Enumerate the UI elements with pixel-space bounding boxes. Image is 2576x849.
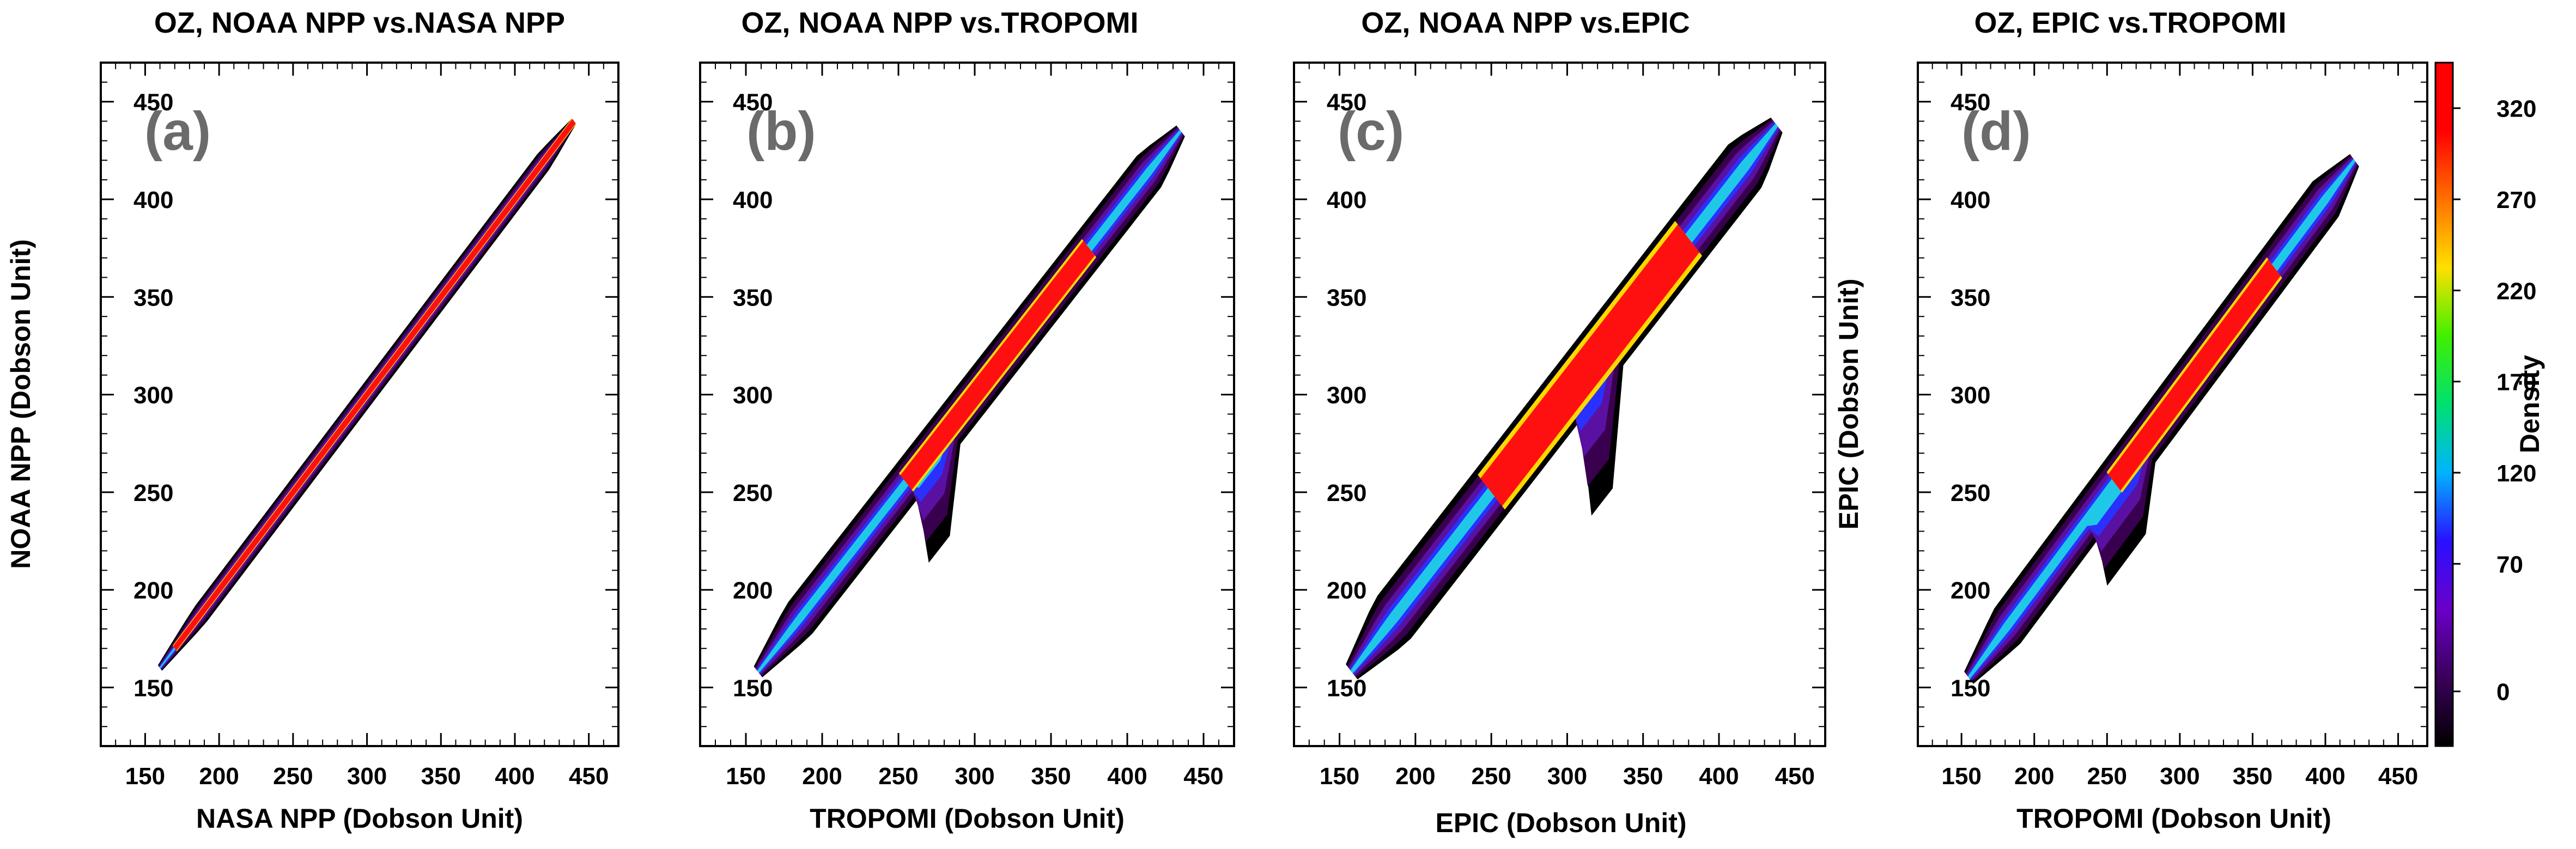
density-core-red [173,119,576,651]
panel-a-label: (a) [144,101,211,162]
y-tick-label: 250 [133,480,173,506]
y-tick-label: 150 [1327,675,1366,701]
y-tick-label: 300 [1951,382,1990,409]
x-tick-label: 200 [2014,763,2054,790]
panel-d-xlabel: TROPOMI (Dobson Unit) [2016,803,2331,834]
colorbar-tick-label: 0 [2496,679,2510,706]
y-tick-label: 350 [133,284,173,311]
panel-a-xlabel: NASA NPP (Dobson Unit) [196,803,523,834]
colorbar-bar [2434,62,2454,747]
x-tick-label: 350 [421,763,461,790]
x-tick-label: 400 [495,763,534,790]
x-tick-label: 450 [1183,763,1223,790]
x-tick-label: 300 [2160,763,2200,790]
x-tick-label: 350 [1623,763,1663,790]
density-core-red [900,241,1095,490]
x-tick-label: 300 [347,763,387,790]
x-tick-label: 250 [2087,763,2127,790]
y-tick-label: 400 [1951,187,1990,213]
x-tick-label: 450 [2378,763,2418,790]
y-tick-label: 350 [1951,284,1990,311]
panel-d-title: OZ, EPIC vs.TROPOMI [1974,7,2286,39]
panel-d-label: (d) [1961,101,2031,162]
y-tick-label: 400 [733,187,773,213]
y-tick-label: 300 [133,382,173,409]
panel-b-marks [754,125,1185,677]
x-tick-label: 350 [1031,763,1071,790]
panel-d: OZ, EPIC vs.TROPOMI 150 200 250 300 350 400 45… [1833,7,2428,834]
y-tick-label: 150 [733,675,773,701]
panel-a-ylabel: NOAA NPP (Dobson Unit) [5,239,36,569]
x-tick-label: 250 [878,763,918,790]
colorbar-tick-label: 270 [2496,187,2536,213]
x-tick-label: 450 [569,763,609,790]
colorbar-tick-label: 320 [2496,96,2536,123]
panel-d-ylabel: EPIC (Dobson Unit) [1833,278,1864,529]
y-tick-label: 450 [1327,89,1366,116]
density-core-red [2108,259,2281,491]
y-tick-label: 450 [733,89,773,116]
panel-b: OZ, NOAA NPP vs.TROPOMI 150 200 250 300 350 4… [699,7,1235,834]
colorbar-tick-label: 170 [2496,369,2536,396]
y-tick-label: 250 [733,480,773,506]
colorbar: 0 70 120 170 220 270 320 Density [2434,62,2545,747]
panel-a-title: OZ, NOAA NPP vs.NASA NPP [154,7,565,39]
x-tick-label: 150 [726,763,765,790]
colorbar-ticks: 0 70 120 170 220 270 320 [2453,96,2536,706]
colorbar-label: Density [2514,355,2545,454]
x-tick-label: 200 [199,763,239,790]
x-tick-label: 400 [2305,763,2345,790]
x-tick-label: 300 [955,763,994,790]
x-tick-label: 350 [2233,763,2273,790]
panel-c-title: OZ, NOAA NPP vs.EPIC [1361,7,1690,39]
panel-b-title: OZ, NOAA NPP vs.TROPOMI [741,7,1138,39]
colorbar-tick-label: 220 [2496,278,2536,304]
panel-c-xlabel: EPIC (Dobson Unit) [1435,808,1686,838]
x-tick-label: 150 [1320,763,1359,790]
density-core-red [1480,224,1700,506]
y-tick-label: 450 [133,89,173,116]
y-tick-label: 200 [733,577,773,604]
y-tick-label: 200 [133,577,173,604]
x-tick-label: 150 [1941,763,1981,790]
y-tick-label: 150 [133,675,173,701]
x-tick-label: 400 [1699,763,1739,790]
x-tick-label: 200 [1395,763,1435,790]
colorbar-tick-label: 120 [2496,460,2536,487]
y-tick-label: 350 [1327,284,1366,311]
panel-b-xlabel: TROPOMI (Dobson Unit) [810,803,1125,834]
y-tick-label: 350 [733,284,773,311]
panel-a: OZ, NOAA NPP vs.NASA NPP 150 200 250 300 350… [5,7,619,834]
y-tick-label: 300 [1327,382,1366,409]
panel-b-ticks: 150 200 250 300 350 400 450 150 200 250 300 350 400 4… [700,63,1234,790]
y-tick-label: 200 [1951,577,1990,604]
x-tick-label: 200 [802,763,842,790]
x-tick-label: 250 [273,763,313,790]
y-tick-label: 400 [1327,187,1366,213]
x-tick-label: 250 [1471,763,1511,790]
panel-a-ticks: 150 200 250 300 350 400 450 150 200 250 300 350 400 4… [101,63,618,790]
panel-a-marks [157,118,576,671]
x-tick-label: 400 [1107,763,1147,790]
panel-d-ticks: 150 200 250 300 350 400 450 150 200 250 300 350 400 4… [1918,63,2427,790]
panel-c-ticks: 150 200 250 300 350 400 450 150 200 250 300 350 400 4… [1294,63,1825,790]
x-tick-label: 300 [1547,763,1587,790]
panel-c-label: (c) [1338,101,1404,162]
y-tick-label: 400 [133,187,173,213]
panel-b-label: (b) [746,101,816,162]
y-tick-label: 150 [1951,675,1990,701]
panel-d-marks [1964,154,2359,684]
y-tick-label: 200 [1327,577,1366,604]
panel-c-marks [1346,117,1783,680]
y-tick-label: 450 [1951,89,1990,116]
x-tick-label: 150 [125,763,165,790]
y-tick-label: 300 [733,382,773,409]
panel-c: OZ, NOAA NPP vs.EPIC 150 200 250 300 350 400 4… [1293,7,1826,838]
x-tick-label: 450 [1775,763,1815,790]
colorbar-tick-label: 70 [2496,551,2523,578]
y-tick-label: 250 [1327,480,1366,506]
y-tick-label: 250 [1951,480,1990,506]
